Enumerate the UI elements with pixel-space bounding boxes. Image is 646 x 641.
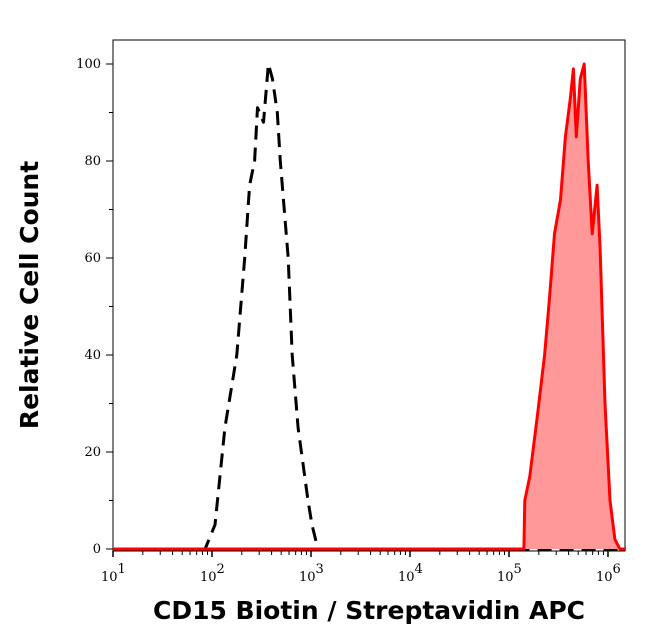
y-tick-label: 0 — [93, 542, 101, 557]
x-tick-label: 105 — [497, 562, 522, 585]
y-tick-label: 60 — [84, 251, 101, 266]
x-tick-label: 106 — [596, 562, 621, 585]
x-tick-label: 103 — [299, 562, 324, 585]
x-tick-label: 101 — [101, 562, 126, 585]
x-tick-label: 104 — [398, 562, 423, 585]
x-tick-label: 102 — [200, 562, 225, 585]
y-tick-label: 40 — [84, 348, 101, 363]
plot-frame — [112, 39, 626, 552]
series-line-CD15-stained — [113, 62, 626, 551]
y-axis-title: Relative Cell Count — [15, 161, 44, 429]
y-tick-label: 20 — [84, 445, 101, 460]
y-tick-label: 80 — [84, 154, 101, 169]
x-axis-title: CD15 Biotin / Streptavidin APC — [153, 596, 585, 625]
y-tick-label: 100 — [76, 57, 101, 72]
series-line-control — [113, 62, 626, 551]
